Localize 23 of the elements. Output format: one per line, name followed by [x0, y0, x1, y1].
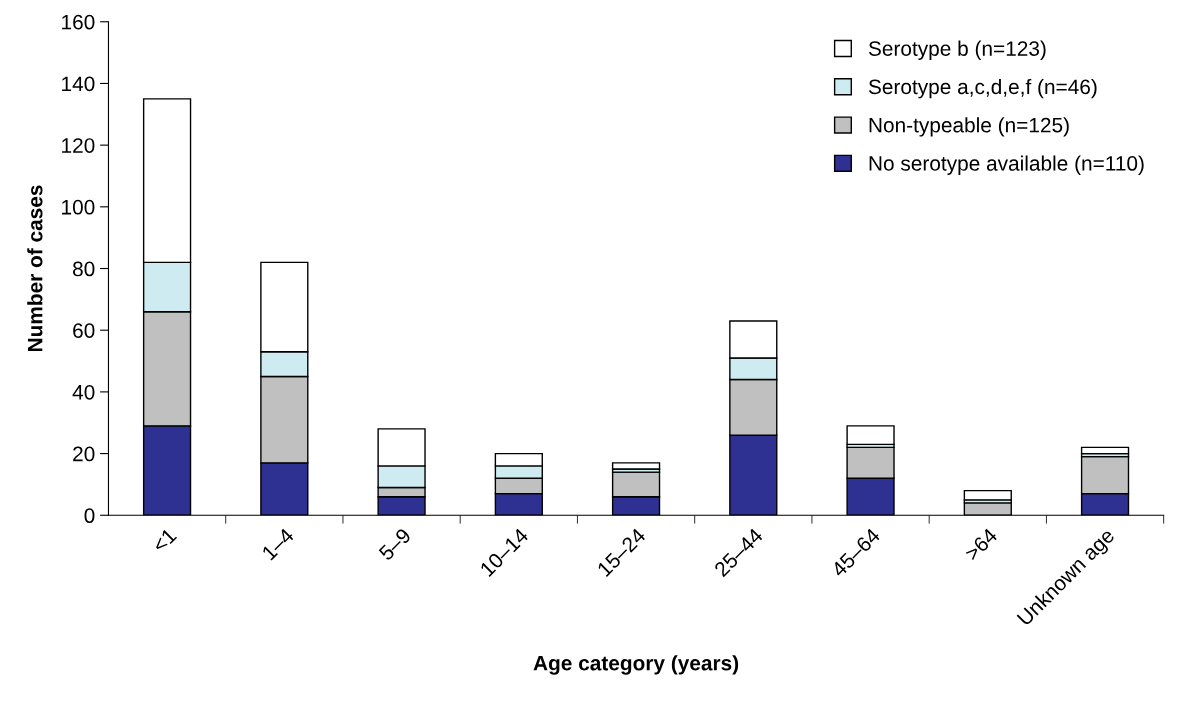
x-axis-title: Age category (years) — [533, 655, 739, 675]
legend-label: Serotype a,c,d,e,f (n=46) — [868, 78, 1097, 99]
legend-label: No serotype available (n=110) — [869, 155, 1144, 175]
y-tick-label: 20 — [73, 446, 95, 462]
y-axis-title: Number of cases — [27, 185, 43, 352]
bar — [846, 425, 895, 446]
legend-label: Serotype b (n=123) — [868, 40, 1046, 61]
bar — [1080, 446, 1130, 455]
x-tick-label: >64 — [963, 527, 999, 562]
x-tick-label: 1–4 — [261, 527, 295, 561]
y-tick-label: 40 — [72, 384, 95, 400]
y-tick-label: 100 — [62, 199, 95, 215]
x-tick-label: 5–9 — [377, 527, 412, 562]
y-tick-label: 80 — [73, 261, 95, 277]
y-tick-label: 60 — [73, 323, 95, 338]
legend-label: Non-typeable (n=125) — [869, 117, 1069, 137]
y-tick-label: 140 — [62, 76, 95, 92]
y-tick-label: 120 — [62, 138, 95, 153]
x-tick-label: <1 — [151, 527, 178, 554]
bar — [611, 462, 661, 470]
bar — [963, 489, 1012, 501]
y-tick-label: 160 — [62, 14, 95, 30]
y-tick-label: 0 — [84, 508, 95, 524]
